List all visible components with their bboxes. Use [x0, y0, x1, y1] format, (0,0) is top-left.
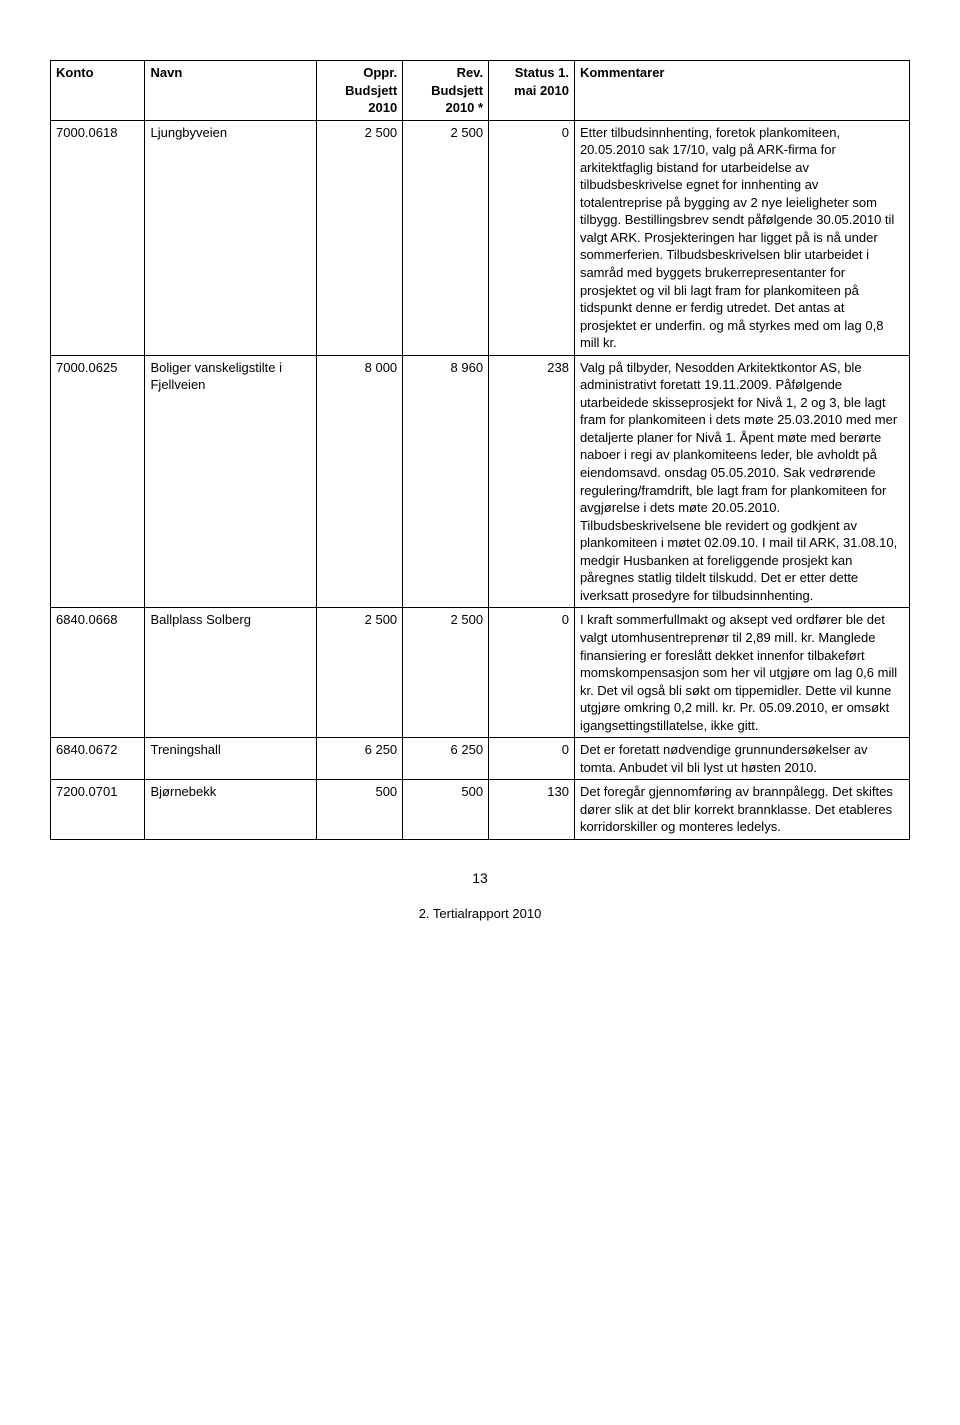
- cell-kommentarer: Det foregår gjennomføring av brannpålegg…: [574, 780, 909, 840]
- cell-oppr: 6 250: [317, 738, 403, 780]
- cell-konto: 6840.0672: [51, 738, 145, 780]
- budget-table: Konto Navn Oppr. Budsjett 2010 Rev. Buds…: [50, 60, 910, 840]
- cell-konto: 6840.0668: [51, 608, 145, 738]
- cell-rev: 8 960: [403, 355, 489, 608]
- table-header-row: Konto Navn Oppr. Budsjett 2010 Rev. Buds…: [51, 61, 910, 121]
- page-number: 13: [50, 870, 910, 886]
- cell-rev: 2 500: [403, 608, 489, 738]
- header-oppr: Oppr. Budsjett 2010: [317, 61, 403, 121]
- cell-konto: 7000.0618: [51, 120, 145, 355]
- cell-kommentarer: Etter tilbudsinnhenting, foretok plankom…: [574, 120, 909, 355]
- cell-navn: Bjørnebekk: [145, 780, 317, 840]
- cell-rev: 500: [403, 780, 489, 840]
- cell-status: 238: [489, 355, 575, 608]
- table-row: 7000.0625 Boliger vanskeligstilte i Fjel…: [51, 355, 910, 608]
- header-konto: Konto: [51, 61, 145, 121]
- header-kommentarer: Kommentarer: [574, 61, 909, 121]
- cell-oppr: 8 000: [317, 355, 403, 608]
- header-navn: Navn: [145, 61, 317, 121]
- cell-rev: 6 250: [403, 738, 489, 780]
- table-row: 6840.0668 Ballplass Solberg 2 500 2 500 …: [51, 608, 910, 738]
- cell-navn: Ljungbyveien: [145, 120, 317, 355]
- table-row: 7000.0618 Ljungbyveien 2 500 2 500 0 Ett…: [51, 120, 910, 355]
- cell-kommentarer: I kraft sommerfullmakt og aksept ved ord…: [574, 608, 909, 738]
- cell-status: 130: [489, 780, 575, 840]
- cell-navn: Boliger vanskeligstilte i Fjellveien: [145, 355, 317, 608]
- header-status: Status 1. mai 2010: [489, 61, 575, 121]
- cell-navn: Ballplass Solberg: [145, 608, 317, 738]
- cell-status: 0: [489, 738, 575, 780]
- cell-navn: Treningshall: [145, 738, 317, 780]
- table-row: 7200.0701 Bjørnebekk 500 500 130 Det for…: [51, 780, 910, 840]
- cell-oppr: 2 500: [317, 608, 403, 738]
- cell-oppr: 500: [317, 780, 403, 840]
- cell-oppr: 2 500: [317, 120, 403, 355]
- cell-status: 0: [489, 608, 575, 738]
- table-row: 6840.0672 Treningshall 6 250 6 250 0 Det…: [51, 738, 910, 780]
- header-rev: Rev. Budsjett 2010 *: [403, 61, 489, 121]
- cell-kommentarer: Det er foretatt nødvendige grunnundersøk…: [574, 738, 909, 780]
- cell-konto: 7200.0701: [51, 780, 145, 840]
- cell-kommentarer: Valg på tilbyder, Nesodden Arkitektkonto…: [574, 355, 909, 608]
- cell-rev: 2 500: [403, 120, 489, 355]
- cell-status: 0: [489, 120, 575, 355]
- cell-konto: 7000.0625: [51, 355, 145, 608]
- footer-text: 2. Tertialrapport 2010: [50, 906, 910, 921]
- table-body: 7000.0618 Ljungbyveien 2 500 2 500 0 Ett…: [51, 120, 910, 839]
